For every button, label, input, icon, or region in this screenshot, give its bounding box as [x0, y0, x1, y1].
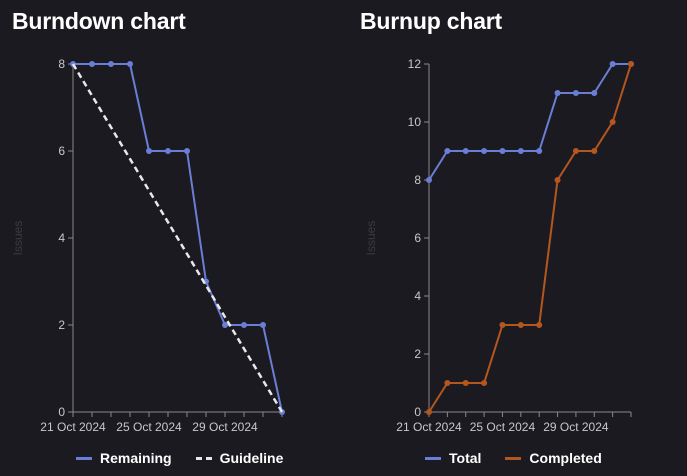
burnup-series-completed-point: [481, 380, 488, 386]
burndown-y-tick-label: 6: [58, 144, 65, 158]
legend-item-total[interactable]: Total: [425, 450, 481, 466]
burnup-series-completed-point: [499, 322, 506, 328]
burnup-series-total-point: [572, 90, 579, 96]
burnup-series-completed-point: [572, 148, 579, 154]
burndown-series-remaining-point: [127, 61, 133, 67]
burnup-series-total-point: [609, 61, 616, 67]
burnup-series-total-point: [591, 90, 598, 96]
burnup-series-total-line: [428, 63, 631, 181]
burnup-series-total-point: [462, 148, 469, 154]
burndown-y-tick-label: 8: [58, 57, 65, 71]
legend-label-completed: Completed: [529, 450, 602, 466]
burnup-series-total-point: [426, 177, 432, 183]
burndown-x-tick-label: 21 Oct 2024: [40, 420, 106, 434]
burnup-series-completed-point: [628, 61, 634, 67]
burnup-series-completed-point: [462, 380, 469, 386]
burnup-series-completed-point: [517, 322, 524, 328]
legend-item-guideline[interactable]: Guideline: [195, 450, 284, 466]
legend-swatch-total: [425, 456, 441, 460]
burnup-series-total-point: [499, 148, 506, 154]
burndown-y-tick-label: 4: [58, 231, 65, 245]
burndown-legend: Remaining Guideline: [76, 450, 283, 466]
burnup-series-completed-point: [591, 148, 598, 154]
burndown-panel: Burndown chart 0 2 4 6 8 21 Oct 2024 25 Oct 20…: [11, 8, 285, 466]
burndown-series-remaining-point: [222, 322, 228, 328]
legend-swatch-guideline: [195, 456, 212, 460]
burndown-series-remaining-point: [260, 322, 266, 328]
burndown-x-tick-label: 25 Oct 2024: [116, 420, 182, 434]
burnup-series-total-point: [536, 148, 543, 154]
burnup-title: Burnup chart: [360, 8, 502, 34]
burndown-y-tick-label: 0: [58, 405, 65, 419]
burnup-x-tick-label: 21 Oct 2024: [396, 420, 462, 434]
burndown-series-remaining-point: [184, 148, 190, 154]
burnup-series-completed-point: [444, 380, 451, 386]
burnup-panel: Burnup chart 0 2 4 6 8 10 12 21 Oct 2024 25 Oct …: [345, 0, 687, 476]
burndown-series-remaining-point: [146, 148, 152, 154]
burnup-chart: 0 2 4 6 8 10 12 21 Oct 2024 25 Oct 2024 29 Oct 20…: [364, 57, 634, 434]
legend-label-total: Total: [449, 450, 482, 466]
legend-item-remaining[interactable]: Remaining: [76, 450, 172, 466]
burnup-series-total-point: [517, 148, 524, 154]
burnup-series-total-point: [481, 148, 488, 154]
legend-swatch-completed: [505, 456, 522, 460]
burnup-series-completed-point: [536, 322, 543, 328]
legend-label-remaining: Remaining: [100, 450, 172, 466]
burnup-series-completed-point: [554, 177, 561, 183]
burnup-y-tick-label: 12: [408, 57, 422, 71]
burndown-y-tick-label: 2: [58, 318, 65, 332]
burnup-y-tick-label: 0: [414, 405, 421, 419]
legend-label-guideline: Guideline: [219, 450, 284, 466]
burndown-series-remaining-point: [89, 61, 95, 67]
burnup-series-completed-point: [609, 119, 616, 125]
burnup-series-completed-point: [426, 409, 432, 415]
burnup-y-tick-label: 2: [414, 347, 421, 361]
burnup-legend: Total Completed: [425, 450, 602, 466]
burndown-y-axis-label: Issues: [11, 221, 25, 256]
burndown-series-remaining-point: [165, 148, 171, 154]
burndown-chart: 0 2 4 6 8 21 Oct 2024 25 Oct 2024 29 Oct 2024 Is…: [11, 57, 285, 434]
legend-item-completed[interactable]: Completed: [505, 450, 602, 466]
burndown-series-guideline-line: [71, 63, 284, 413]
burnup-x-tick-label: 29 Oct 2024: [543, 420, 609, 434]
burnup-series-total-point: [444, 148, 451, 154]
burndown-series-remaining-point: [108, 61, 114, 67]
burndown-x-tick-label: 29 Oct 2024: [192, 420, 258, 434]
burnup-y-tick-label: 6: [414, 231, 421, 245]
burndown-series-remaining-point: [241, 322, 247, 328]
burnup-y-axis-label: Issues: [364, 221, 378, 256]
burnup-y-tick-label: 8: [414, 173, 421, 187]
burnup-series-total-point: [554, 90, 561, 96]
legend-swatch-remaining: [76, 456, 92, 460]
burndown-series-remaining-line: [73, 63, 283, 413]
burnup-x-tick-label: 25 Oct 2024: [470, 420, 536, 434]
burnup-series-completed-line: [428, 63, 632, 413]
burnup-y-tick-label: 10: [408, 115, 422, 129]
burnup-y-tick-label: 4: [414, 289, 421, 303]
burndown-title: Burndown chart: [12, 8, 186, 34]
